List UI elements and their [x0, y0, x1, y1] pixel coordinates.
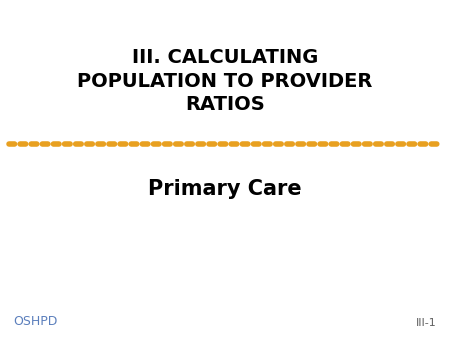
Text: III. CALCULATING
POPULATION TO PROVIDER
RATIOS: III. CALCULATING POPULATION TO PROVIDER … [77, 48, 373, 114]
Text: OSHPD: OSHPD [14, 315, 58, 328]
Text: Primary Care: Primary Care [148, 179, 302, 199]
Text: III-1: III-1 [416, 318, 436, 328]
